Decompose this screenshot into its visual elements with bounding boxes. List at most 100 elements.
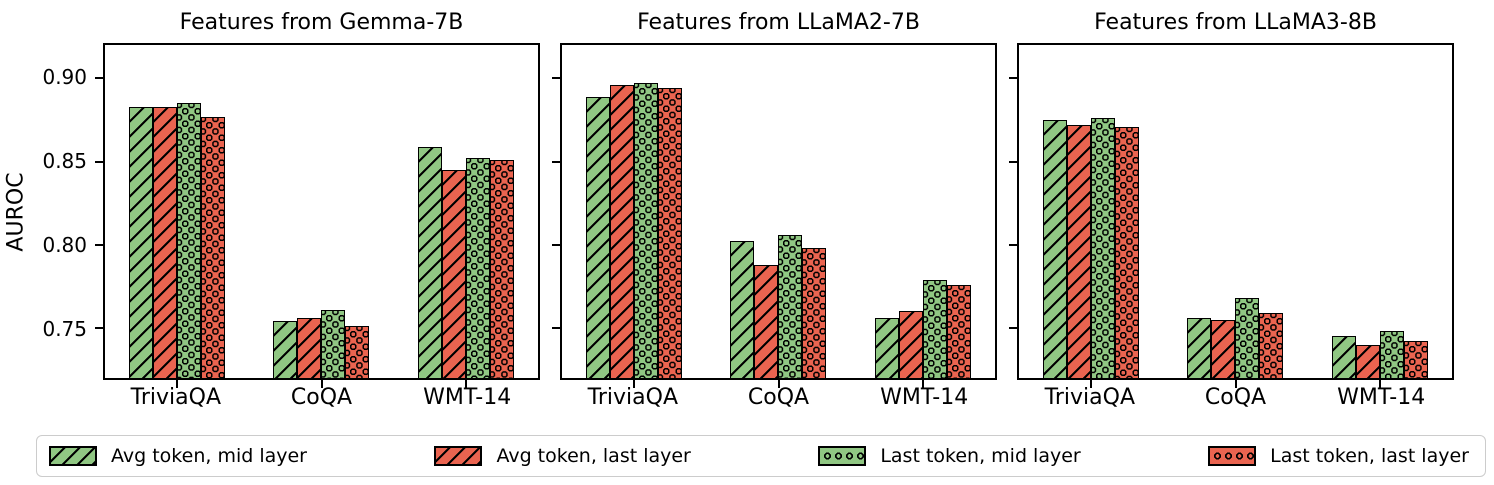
bar-last-token-last-layer-wmt-14 <box>489 159 514 378</box>
bar-cluster-wmt-14 <box>394 45 538 378</box>
bar-avg-token-mid-layer-wmt-14 <box>1331 336 1356 378</box>
bar-cluster-wmt-14 <box>851 45 995 378</box>
bar-cluster-coqa <box>706 45 850 378</box>
bar-last-token-last-layer-coqa <box>802 248 827 378</box>
bar-clusters <box>1019 45 1452 378</box>
x-tick-mark <box>1090 380 1093 388</box>
bar-last-token-mid-layer-wmt-14 <box>465 158 490 378</box>
bar-last-token-mid-layer-triviaqa <box>634 83 659 378</box>
legend-swatch-avg-token-last-layer <box>434 446 483 466</box>
legend-swatch-avg-token-mid-layer <box>49 446 97 466</box>
bar-avg-token-mid-layer-wmt-14 <box>417 146 442 378</box>
bar-last-token-last-layer-triviaqa <box>201 116 226 378</box>
x-tick-mark <box>176 380 179 388</box>
x-tick-mark <box>464 380 467 388</box>
x-tick-label-triviaqa: TriviaQA <box>1044 385 1135 410</box>
x-tick-mark <box>1378 380 1381 388</box>
y-tick-mark <box>552 243 560 246</box>
legend: Avg token, mid layer Avg token, last laye… <box>36 435 1486 477</box>
bar-cluster-wmt-14 <box>1308 45 1452 378</box>
y-tick-mark <box>1009 77 1017 80</box>
legend-label: Last token, mid layer <box>880 445 1081 467</box>
subplot-title-llama2-7b: Features from LLaMA2-7B <box>637 10 920 35</box>
x-tick-label-coqa: CoQA <box>1204 385 1267 410</box>
legend-label: Avg token, mid layer <box>111 445 307 467</box>
legend-label: Last token, last layer <box>1270 445 1469 467</box>
y-tick-mark <box>95 327 103 330</box>
bar-avg-token-last-layer-triviaqa <box>1067 124 1092 378</box>
x-tick-label-coqa: CoQA <box>747 385 810 410</box>
y-axis-gutter: AUROC 0.90 0.85 0.80 0.75 <box>0 8 103 423</box>
bar-last-token-last-layer-coqa <box>345 326 370 378</box>
y-tick-label: 0.75 <box>42 317 87 342</box>
bar-cluster-triviaqa <box>1019 45 1163 378</box>
gutter-bottom-spacer <box>0 380 103 415</box>
bar-last-token-mid-layer-coqa <box>321 309 346 378</box>
y-tick-mark <box>95 160 103 163</box>
bar-last-token-mid-layer-coqa <box>1235 298 1260 378</box>
x-tick-mark <box>633 380 636 388</box>
bar-avg-token-mid-layer-triviaqa <box>1043 119 1068 378</box>
x-axis-labels-gemma-7b: TriviaQA CoQA WMT-14 <box>103 380 540 423</box>
y-tick-label: 0.80 <box>42 233 87 258</box>
y-axis: AUROC 0.90 0.85 0.80 0.75 <box>0 43 103 380</box>
y-tick-mark <box>552 160 560 163</box>
y-tick-mark <box>1009 160 1017 163</box>
x-tick-label-wmt-14: WMT-14 <box>423 385 512 410</box>
y-tick-label: 0.90 <box>42 64 87 89</box>
bar-avg-token-last-layer-triviaqa <box>153 106 178 378</box>
plot-area-llama2-7b <box>552 43 997 388</box>
x-tick-label-wmt-14: WMT-14 <box>880 385 969 410</box>
y-tick-mark <box>552 327 560 330</box>
x-axis-labels-llama3-8b: TriviaQA CoQA WMT-14 <box>1017 380 1454 423</box>
bar-avg-token-mid-layer-coqa <box>730 241 755 378</box>
y-tick-mark <box>1009 327 1017 330</box>
gutter-title-spacer <box>0 8 103 43</box>
x-axis-labels-llama2-7b: TriviaQA CoQA WMT-14 <box>560 380 997 423</box>
subplot-llama3-8b: Features from LLaMA3-8B TriviaQA CoQA WMT-… <box>1009 8 1454 423</box>
x-tick-mark <box>320 380 323 388</box>
y-tick-label: 0.85 <box>42 148 87 173</box>
bar-avg-token-last-layer-coqa <box>1211 319 1236 378</box>
bar-last-token-mid-layer-wmt-14 <box>922 279 947 378</box>
legend-swatch-last-token-last-layer <box>1208 446 1257 466</box>
bar-avg-token-mid-layer-coqa <box>273 321 298 378</box>
bar-avg-token-last-layer-coqa <box>297 318 322 378</box>
bar-avg-token-last-layer-triviaqa <box>610 84 635 378</box>
bar-last-token-last-layer-wmt-14 <box>946 284 971 378</box>
bar-clusters <box>105 45 538 378</box>
bar-avg-token-mid-layer-wmt-14 <box>874 318 899 378</box>
x-tick-mark <box>921 380 924 388</box>
y-axis-label: AUROC <box>3 171 29 252</box>
y-tick-mark <box>552 77 560 80</box>
bar-cluster-coqa <box>249 45 393 378</box>
x-tick-mark <box>777 380 780 388</box>
x-tick-label-coqa: CoQA <box>290 385 353 410</box>
x-tick-label-wmt-14: WMT-14 <box>1337 385 1426 410</box>
plot-area-llama3-8b <box>1009 43 1454 388</box>
bar-last-token-mid-layer-coqa <box>778 234 803 378</box>
bar-cluster-triviaqa <box>562 45 706 378</box>
bar-last-token-last-layer-wmt-14 <box>1403 341 1428 378</box>
bar-cluster-triviaqa <box>105 45 249 378</box>
bar-last-token-mid-layer-triviaqa <box>1091 118 1116 378</box>
subplot-title-llama3-8b: Features from LLaMA3-8B <box>1094 10 1377 35</box>
bar-avg-token-last-layer-coqa <box>754 264 779 378</box>
bar-avg-token-last-layer-wmt-14 <box>898 311 923 378</box>
bar-clusters <box>562 45 995 378</box>
subplot-llama2-7b: Features from LLaMA2-7B TriviaQA CoQA WMT-… <box>552 8 997 423</box>
subplot-gemma-7b: Features from Gemma-7B TriviaQA CoQA WMT-1… <box>95 8 540 423</box>
subplot-title-gemma-7b: Features from Gemma-7B <box>179 10 464 35</box>
subplots-row: AUROC 0.90 0.85 0.80 0.75 Features from Gem… <box>0 8 1454 423</box>
y-tick-mark <box>1009 243 1017 246</box>
legend-label: Avg token, last layer <box>496 445 691 467</box>
x-tick-mark <box>1234 380 1237 388</box>
bar-avg-token-mid-layer-triviaqa <box>586 96 611 378</box>
bar-avg-token-mid-layer-coqa <box>1187 318 1212 378</box>
bar-last-token-last-layer-coqa <box>1259 313 1284 378</box>
y-tick-mark <box>95 243 103 246</box>
x-tick-label-triviaqa: TriviaQA <box>130 385 221 410</box>
legend-entry-avg-token-last-layer: Avg token, last layer <box>434 445 691 467</box>
legend-entry-last-token-last-layer: Last token, last layer <box>1208 445 1469 467</box>
